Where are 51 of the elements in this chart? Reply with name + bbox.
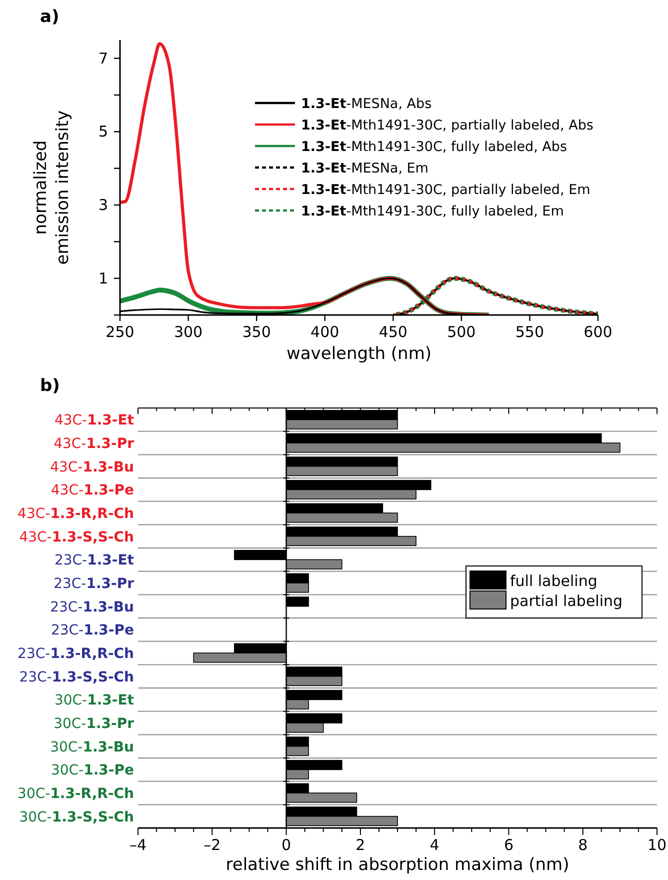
x-axis-title: relative shift in absorption maxima (nm) [226, 855, 570, 875]
x-tick-label: 8 [578, 836, 588, 854]
y-tick-label: 23C-1.3-Pe [50, 622, 134, 639]
y-tick-label: 43C-1.3-S,S-Ch [19, 529, 134, 546]
legend-label: partial labeling [510, 592, 623, 610]
y-tick-label: 23C-1.3-Et [54, 552, 134, 569]
y-tick-label: 43C-1.3-Et [54, 412, 134, 429]
y-tick-label: 30C-1.3-Bu [50, 739, 134, 756]
y-tick-label: 1 [98, 269, 108, 288]
x-tick-label: 250 [106, 323, 134, 341]
legend-label: 1.3-Et-Mth1491-30C, partially labeled, Em [301, 182, 590, 198]
legend-label: 1.3-Et-MESNa, Em [301, 160, 428, 176]
legend-label: 1.3-Et-Mth1491-30C, fully labeled, Abs [301, 139, 568, 155]
y-tick-label: 3 [98, 196, 108, 214]
chart-title: a) [40, 7, 60, 27]
y-tick-label: 30C-1.3-Pe [50, 762, 134, 779]
x-tick-label: –4 [129, 836, 147, 854]
x-tick-label: 2 [356, 836, 366, 854]
x-tick-label: 300 [174, 323, 203, 341]
y-tick-label: 23C-1.3-S,S-Ch [19, 669, 134, 686]
x-tick-label: 400 [310, 323, 340, 341]
legend-label: 1.3-Et-MESNa, Abs [301, 96, 432, 112]
x-tick-label: 350 [242, 323, 271, 341]
y-tick-label: 43C-1.3-Pr [54, 436, 134, 452]
y-tick-label: 43C-1.3-Bu [50, 459, 134, 476]
x-tick-label: –2 [204, 836, 221, 854]
y-tick-label: 23C-1.3-R,R-Ch [18, 646, 134, 662]
x-tick-label: 6 [504, 836, 514, 854]
x-tick-label: 10 [647, 836, 667, 854]
y-tick-label: 30C-1.3-Pr [54, 716, 134, 732]
y-tick-label: 23C-1.3-Bu [50, 599, 134, 616]
y-tick-label: 7 [98, 49, 108, 68]
y-tick-label: 30C-1.3-S,S-Ch [19, 809, 134, 826]
legend-label: 1.3-Et-Mth1491-30C, partially labeled, Abs [301, 118, 594, 134]
x-axis-title: wavelength (nm) [286, 344, 432, 364]
y-tick-label: 43C-1.3-R,R-Ch [18, 506, 134, 522]
y-tick-label: 5 [98, 122, 108, 141]
x-tick-label: 0 [282, 836, 292, 854]
x-tick-label: 4 [430, 836, 440, 854]
legend-label: 1.3-Et-Mth1491-30C, fully labeled, Em [301, 204, 564, 220]
x-tick-label: 450 [378, 323, 408, 341]
y-tick-label: 23C-1.3-Pr [54, 576, 134, 592]
y-axis-title: normalized emission intensity [31, 110, 73, 265]
legend-label: full labeling [510, 572, 598, 590]
x-tick-label: 550 [515, 323, 544, 341]
x-tick-label: 500 [447, 323, 476, 341]
y-tick-label: 30C-1.3-Et [54, 692, 134, 709]
chart-title: b) [40, 376, 60, 396]
y-tick-label: 30C-1.3-R,R-Ch [18, 786, 134, 802]
y-tick-label: 43C-1.3-Pe [50, 482, 134, 499]
x-tick-label: 600 [584, 323, 612, 341]
